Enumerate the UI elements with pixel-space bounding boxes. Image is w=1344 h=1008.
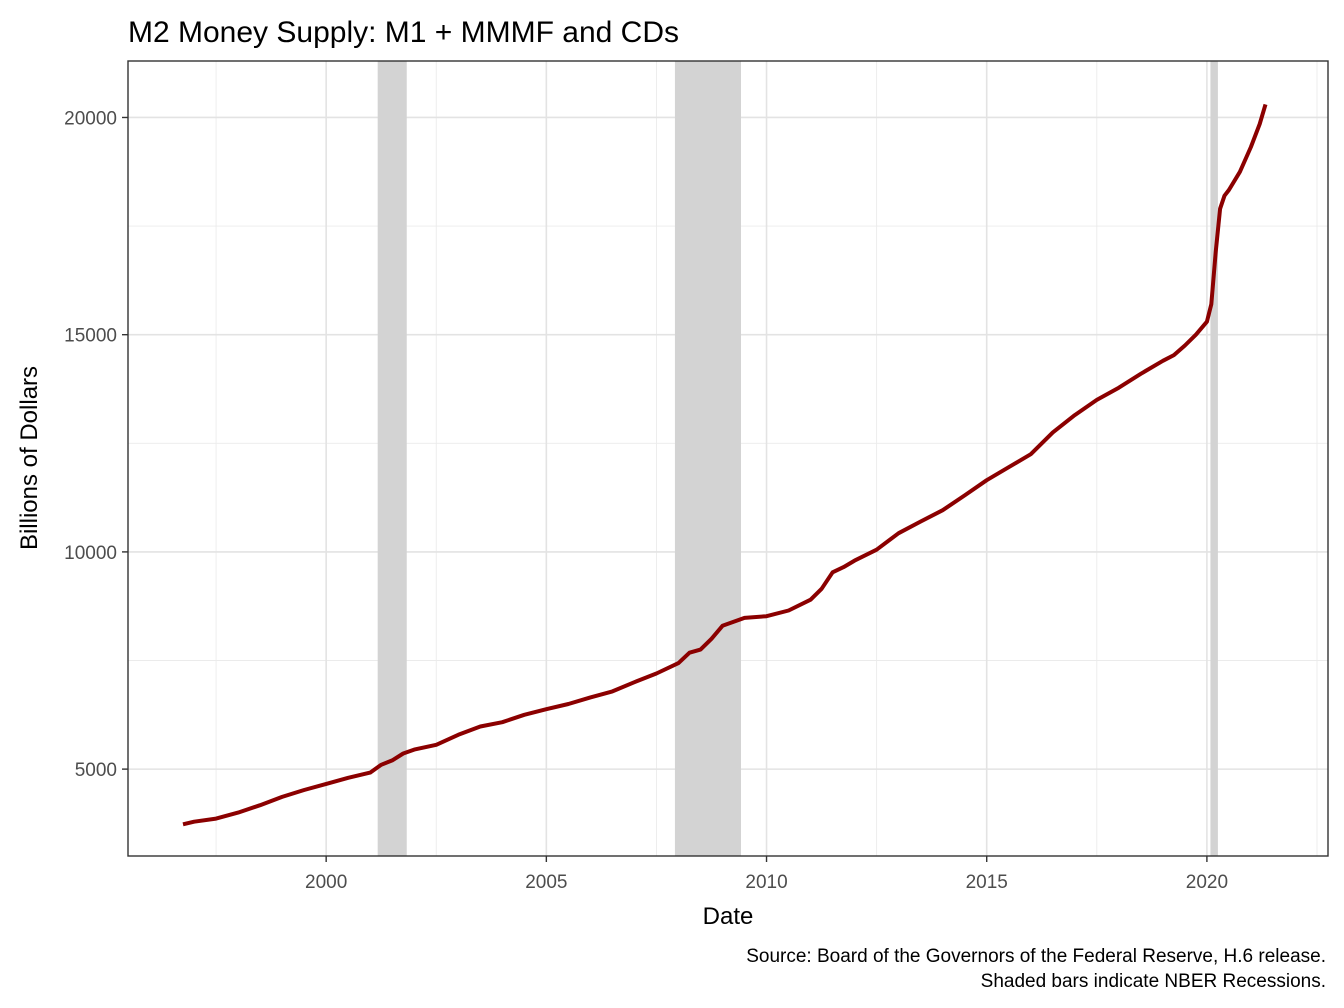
x-tick-label: 2015 — [966, 872, 1008, 893]
y-tick-label: 15000 — [64, 326, 117, 347]
x-axis-title: Date — [703, 903, 754, 930]
x-tick-label: 2010 — [745, 872, 787, 893]
y-tick-label: 10000 — [64, 543, 117, 564]
chart-title: M2 Money Supply: M1 + MMMF and CDs — [128, 16, 679, 49]
recession-bar — [674, 61, 741, 856]
y-tick-label: 5000 — [75, 760, 117, 781]
x-tick-label: 2005 — [525, 872, 567, 893]
y-tick-label: 20000 — [64, 108, 117, 129]
x-tick-label: 2000 — [305, 872, 347, 893]
x-tick-label: 2020 — [1186, 872, 1228, 893]
y-axis-title: Billions of Dollars — [16, 366, 43, 550]
caption-source: Source: Board of the Governors of the Fe… — [746, 946, 1326, 967]
plot-area: 2000 2005 2010 2015 2020 5000 10000 15000 20000 — [64, 60, 1329, 893]
recession-bar — [1210, 61, 1218, 856]
m2-series-line — [182, 103, 1268, 827]
recession-bar — [377, 61, 407, 856]
panel-border — [127, 60, 1329, 857]
caption-recessions: Shaded bars indicate NBER Recessions. — [981, 971, 1326, 992]
